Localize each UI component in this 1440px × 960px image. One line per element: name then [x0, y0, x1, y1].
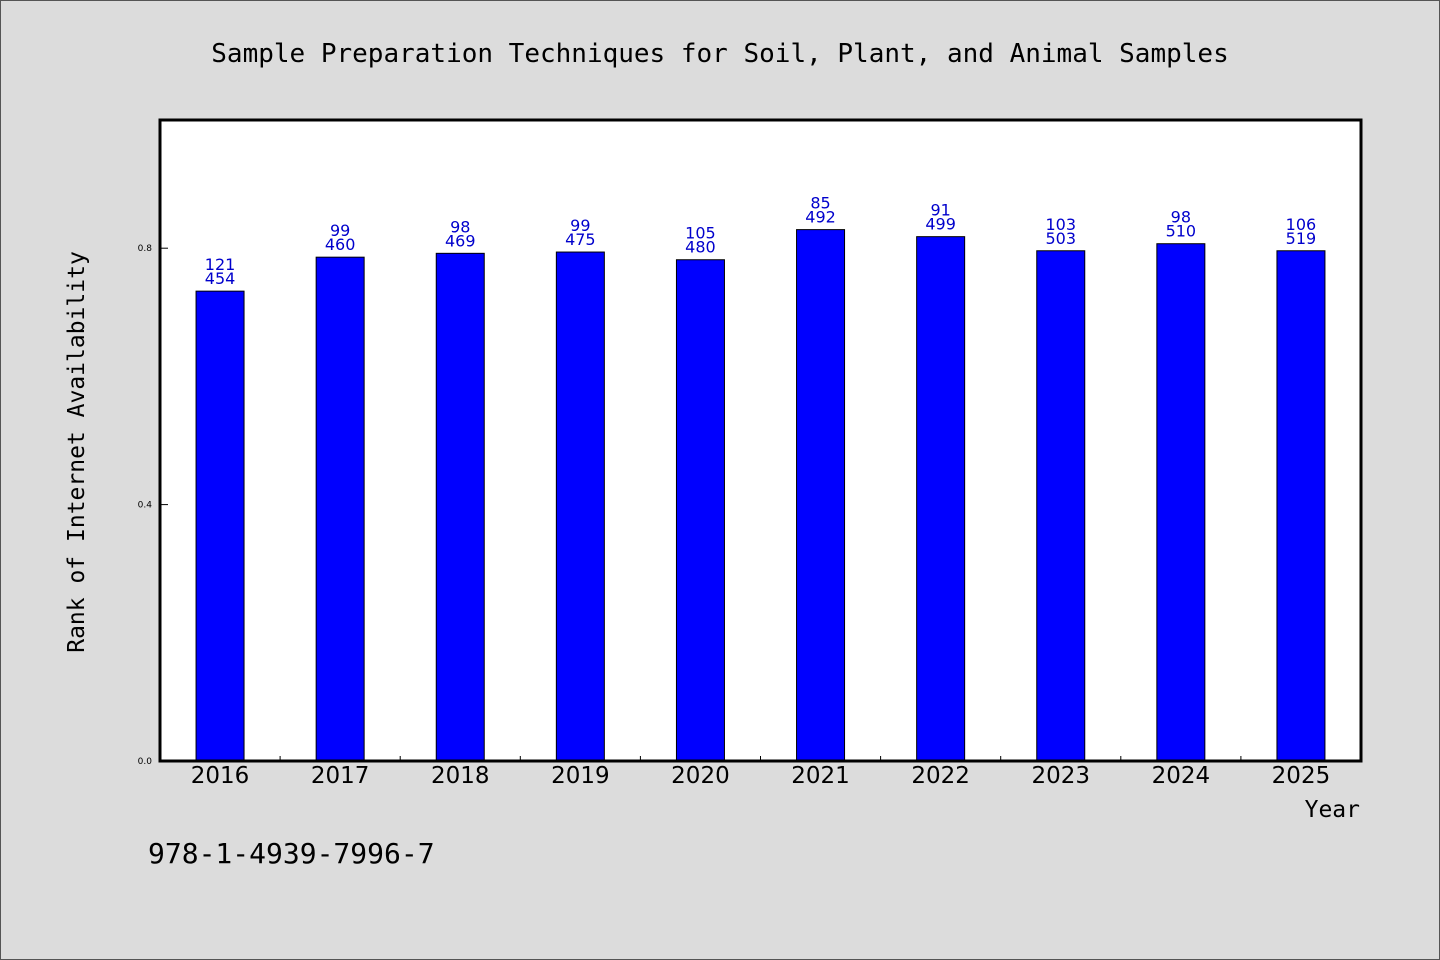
footer-isbn-text: 978-1-4939-7996-7	[148, 837, 435, 870]
data-label-top: 106	[1286, 215, 1317, 234]
data-label-top: 91	[930, 201, 950, 220]
x-tick-label: 2021	[791, 763, 850, 789]
x-tick-label: 2017	[311, 763, 370, 789]
x-tick-label: 2025	[1272, 763, 1331, 789]
data-label-bottom: 460	[325, 235, 356, 254]
x-tick-label: 2019	[551, 763, 610, 789]
x-axis: 2016 2017 2018 2019 2020 2021 2022 2023 2024 2025	[191, 756, 1330, 789]
data-label-bottom: 454	[205, 269, 236, 288]
x-tick-label: 2022	[911, 763, 970, 789]
data-label-top: 98	[1171, 208, 1191, 227]
chart-title: Sample Preparation Techniques for Soil, …	[211, 39, 1228, 69]
bar	[315, 256, 365, 762]
data-label-top: 99	[330, 221, 350, 240]
bar	[1156, 243, 1206, 762]
bar	[555, 251, 605, 762]
plot-border	[158, 118, 1363, 763]
bar	[1276, 250, 1326, 762]
data-label-top: 103	[1045, 215, 1076, 234]
x-tick-label: 2023	[1031, 763, 1090, 789]
y-tick-label: 0.8	[138, 244, 153, 254]
x-tick-label: 2018	[431, 763, 490, 789]
bar	[675, 259, 725, 762]
bar	[1036, 250, 1086, 762]
x-tick-label: 2020	[671, 763, 730, 789]
data-label-bottom: 499	[925, 215, 956, 234]
y-tick-label: 0.0	[138, 757, 153, 767]
data-label-bottom: 475	[565, 230, 596, 249]
y-axis-label: Rank of Internet Availability	[64, 251, 90, 653]
data-label-bottom: 492	[805, 208, 836, 227]
bar	[195, 290, 245, 762]
data-label-bottom: 469	[445, 231, 476, 250]
data-label-top: 105	[685, 224, 716, 243]
x-tick-label: 2016	[191, 763, 250, 789]
bar	[916, 236, 966, 762]
data-label-top: 98	[450, 217, 470, 236]
data-label-bottom: 510	[1166, 222, 1197, 241]
bar	[435, 252, 485, 762]
x-axis-label: Year	[1305, 797, 1360, 823]
data-label-bottom: 503	[1045, 229, 1076, 248]
data-label-top: 99	[570, 216, 590, 235]
bars-group	[195, 229, 1326, 762]
x-tick-label: 2024	[1152, 763, 1211, 789]
data-label-top: 121	[205, 255, 236, 274]
y-tick-label: 0.4	[138, 501, 153, 511]
data-label-top: 85	[810, 194, 830, 213]
data-label-bottom: 519	[1286, 229, 1317, 248]
data-label-bottom: 480	[685, 238, 716, 257]
bar	[796, 229, 846, 762]
